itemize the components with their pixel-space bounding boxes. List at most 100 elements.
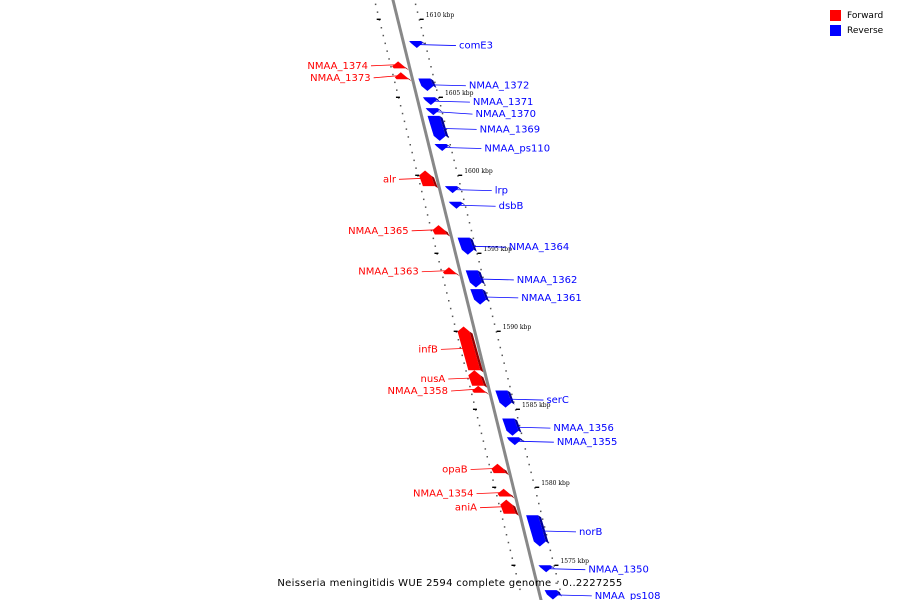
gene-nusa[interactable] [468, 370, 488, 388]
gene-name-text[interactable]: NMAA_1355 [557, 437, 618, 448]
gene-name-text[interactable]: NMAA_ps108 [595, 591, 661, 600]
gene-name-text[interactable]: NMAA_1374 [307, 61, 368, 72]
gene-label-nmaa-1371[interactable]: NMAA_1371 [431, 97, 534, 108]
gene-name-text[interactable]: comE3 [459, 41, 493, 52]
gene-lrp[interactable] [444, 186, 462, 194]
gene-ania[interactable] [500, 499, 519, 516]
gene-name-text[interactable]: dsbB [499, 201, 524, 212]
gene-body[interactable] [526, 515, 546, 547]
gene-name-text[interactable]: NMAA_1369 [480, 124, 541, 135]
gene-nmaa-ps110[interactable] [434, 144, 452, 151]
gene-nmaa-1374[interactable] [392, 61, 409, 71]
gene-body[interactable] [457, 237, 474, 255]
gene-body[interactable] [427, 115, 446, 141]
gene-nmaa-1371[interactable] [422, 97, 440, 105]
gene-serc[interactable] [495, 390, 515, 408]
gene-label-nmaa-1350[interactable]: NMAA_1350 [547, 565, 649, 576]
gene-name-text[interactable]: NMAA_1371 [473, 97, 534, 108]
gene-name-text[interactable]: alr [383, 174, 397, 185]
gene-label-nmaa-1361[interactable]: NMAA_1361 [480, 293, 582, 304]
gene-nmaa-1361[interactable] [470, 289, 490, 305]
gene-name-text[interactable]: NMAA_ps110 [484, 144, 550, 155]
gene-name-text[interactable]: NMAA_1370 [476, 109, 537, 120]
gene-body[interactable] [497, 488, 512, 497]
gene-label-ania[interactable]: aniA [455, 503, 505, 514]
gene-label-nmaa-1364[interactable]: NMAA_1364 [467, 242, 570, 253]
gene-label-nusa[interactable]: nusA [421, 374, 473, 385]
gene-name-text[interactable]: NMAA_1350 [588, 565, 649, 576]
gene-name-text[interactable]: aniA [455, 503, 477, 514]
gene-body[interactable] [544, 590, 559, 600]
gene-nmaa-1372[interactable] [418, 78, 437, 91]
gene-name-text[interactable]: NMAA_1365 [348, 226, 409, 237]
gene-name-text[interactable]: NMAA_1362 [517, 275, 578, 286]
gene-nmaa-1363[interactable] [442, 267, 460, 277]
gene-label-alr[interactable]: alr [383, 174, 423, 185]
gene-body[interactable] [470, 289, 487, 305]
gene-body[interactable] [465, 270, 482, 288]
gene-name-text[interactable]: NMAA_1361 [521, 293, 582, 304]
gene-nmaa-1362[interactable] [465, 270, 485, 288]
gene-nmaa-1365[interactable] [432, 225, 450, 237]
gene-label-opab[interactable]: opaB [442, 464, 495, 475]
gene-label-nmaa-1369[interactable]: NMAA_1369 [438, 124, 541, 135]
gene-name-text[interactable]: NMAA_1356 [553, 423, 614, 434]
gene-nmaa-1370[interactable] [425, 108, 443, 116]
gene-label-come3[interactable]: comE3 [417, 41, 493, 52]
gene-body[interactable] [538, 565, 553, 573]
gene-label-nmaa-ps108[interactable]: NMAA_ps108 [553, 591, 661, 600]
gene-come3[interactable] [409, 41, 426, 49]
gene-body[interactable] [425, 108, 440, 116]
gene-body[interactable] [418, 78, 434, 91]
gene-body[interactable] [506, 437, 521, 446]
gene-body[interactable] [409, 41, 423, 49]
gene-body[interactable] [432, 225, 447, 235]
gene-name-text[interactable]: NMAA_1358 [388, 386, 449, 397]
gene-nmaa-1369[interactable] [427, 115, 449, 141]
gene-label-nmaa-1372[interactable]: NMAA_1372 [427, 81, 530, 92]
gene-label-nmaa-1355[interactable]: NMAA_1355 [515, 437, 618, 448]
gene-name-text[interactable]: opaB [442, 464, 468, 475]
gene-nmaa-1373[interactable] [394, 72, 412, 82]
gene-name-text[interactable]: norB [579, 527, 603, 538]
gene-body[interactable] [422, 97, 437, 105]
gene-label-dsbb[interactable]: dsbB [457, 201, 524, 212]
gene-body[interactable] [448, 201, 463, 209]
gene-name-text[interactable]: nusA [421, 374, 446, 385]
gene-label-nmaa-1354[interactable]: NMAA_1354 [413, 489, 501, 500]
gene-body[interactable] [419, 170, 435, 187]
gene-nmaa-1356[interactable] [502, 418, 522, 436]
gene-label-nmaa-1362[interactable]: NMAA_1362 [475, 275, 578, 286]
gene-name-text[interactable]: NMAA_1372 [469, 81, 530, 92]
gene-nmaa-1355[interactable] [506, 437, 524, 446]
gene-label-infb[interactable]: infB [418, 344, 465, 355]
gene-name-text[interactable]: NMAA_1364 [509, 242, 570, 253]
gene-alr[interactable] [419, 170, 438, 189]
gene-name-text[interactable]: serC [546, 395, 568, 406]
gene-body[interactable] [500, 499, 516, 514]
gene-label-nmaa-1370[interactable]: NMAA_1370 [434, 109, 537, 120]
gene-label-nmaa-1356[interactable]: NMAA_1356 [512, 423, 614, 434]
gene-label-nmaa-1374[interactable]: NMAA_1374 [307, 61, 395, 72]
gene-label-norb[interactable]: norB [537, 527, 603, 538]
gene-name-text[interactable]: NMAA_1354 [413, 489, 474, 500]
gene-name-text[interactable]: NMAA_1373 [310, 73, 371, 84]
gene-dsbb[interactable] [448, 201, 466, 209]
gene-label-nmaa-1373[interactable]: NMAA_1373 [310, 73, 398, 84]
gene-body[interactable] [468, 370, 485, 386]
gene-infb[interactable] [457, 326, 484, 373]
gene-opab[interactable] [491, 463, 509, 476]
gene-body[interactable] [392, 61, 406, 69]
gene-nmaa-1354[interactable] [497, 488, 515, 499]
gene-name-text[interactable]: NMAA_1363 [358, 267, 419, 278]
gene-norb[interactable] [526, 515, 549, 547]
gene-body[interactable] [495, 390, 512, 408]
gene-body[interactable] [472, 385, 486, 393]
gene-nmaa-1364[interactable] [457, 237, 477, 255]
gene-name-text[interactable]: infB [418, 344, 438, 355]
gene-label-nmaa-1363[interactable]: NMAA_1363 [358, 267, 446, 278]
gene-label-nmaa-ps110[interactable]: NMAA_ps110 [443, 144, 550, 155]
gene-body[interactable] [394, 72, 409, 80]
gene-body[interactable] [457, 326, 481, 371]
